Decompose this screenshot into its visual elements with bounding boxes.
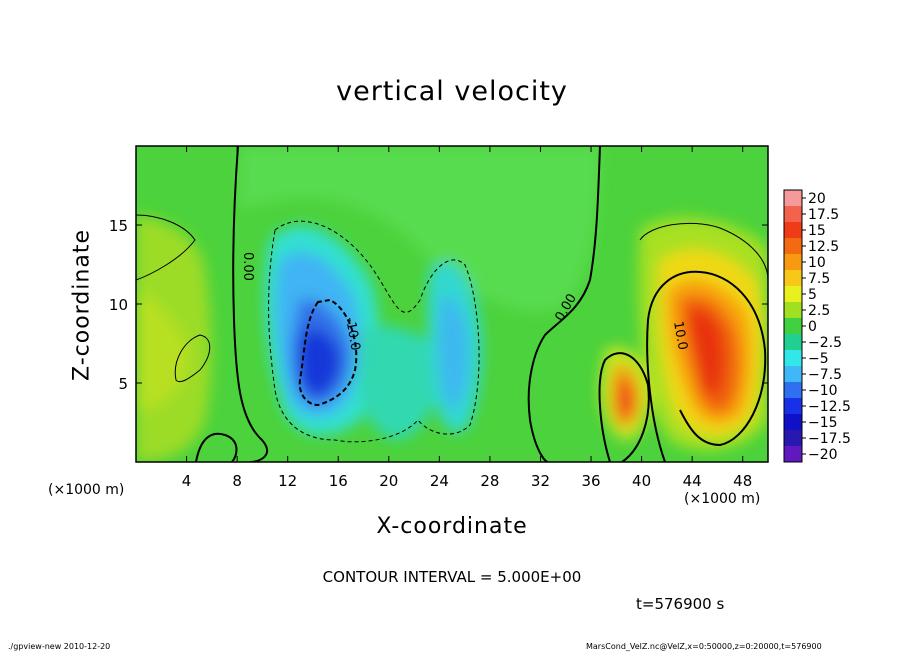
- x-tick-label: 36: [581, 472, 600, 490]
- y-axis-ticks: 5 10 15: [109, 217, 768, 393]
- y-tick-label: 5: [118, 375, 128, 393]
- colorbar-label: 15: [808, 223, 826, 239]
- colorbar-swatch: [784, 398, 802, 415]
- colorbar-swatch: [784, 382, 802, 399]
- colorbar-swatch: [784, 206, 802, 223]
- colorbar-label: 2.5: [808, 303, 830, 319]
- x-tick-label: 32: [531, 472, 550, 490]
- x-tick-label: 24: [430, 472, 449, 490]
- colorbar-label: 20: [808, 191, 826, 207]
- x-axis-label: X-coordinate: [376, 514, 528, 539]
- y-tick-label: 15: [109, 217, 128, 235]
- colorbar-label: 12.5: [808, 239, 839, 255]
- colorbar-swatch: [784, 302, 802, 319]
- colorbar-swatch: [784, 286, 802, 303]
- colorbar-label: 10: [808, 255, 826, 271]
- contour-lines: [136, 146, 768, 462]
- colorbar-swatch: [784, 222, 802, 239]
- colorbar-label: −5: [808, 351, 829, 367]
- x-tick-label: 4: [182, 472, 192, 490]
- contour-label-zero-left: 0.00: [240, 252, 255, 281]
- velocity-field: [136, 146, 768, 462]
- y-axis-label: Z-coordinate: [69, 229, 95, 381]
- colorbar-swatch: [784, 366, 802, 383]
- x-unit-note-left: (×1000 m): [48, 482, 125, 498]
- colorbar-label: 17.5: [808, 207, 839, 223]
- x-tick-label: 20: [379, 472, 398, 490]
- contour-label-pos-ten: 10.0: [670, 320, 690, 351]
- x-tick-label: 28: [480, 472, 499, 490]
- colorbar: 2017.51512.5107.552.50−2.5−5−7.5−10−12.5…: [783, 189, 851, 463]
- x-tick-label: 44: [683, 472, 702, 490]
- contour-interval-text: CONTOUR INTERVAL = 5.000E+00: [322, 568, 582, 586]
- x-tick-label: 48: [733, 472, 752, 490]
- colorbar-swatch: [784, 414, 802, 431]
- colorbar-label: −2.5: [808, 335, 842, 351]
- x-tick-label: 40: [632, 472, 651, 490]
- x-unit-note-right: (×1000 m): [684, 491, 761, 507]
- colorbar-label: −20: [808, 447, 838, 463]
- time-label: t=576900 s: [636, 595, 725, 613]
- contour-label-neg-ten: -10.0: [342, 316, 363, 352]
- plot-area: [136, 146, 768, 462]
- colorbar-swatch: [784, 270, 802, 287]
- colorbar-swatch: [784, 318, 802, 335]
- colorbar-label: 5: [808, 287, 817, 303]
- colorbar-swatch: [784, 254, 802, 271]
- colorbar-swatch: [784, 190, 802, 207]
- footer-left-text: ./gpview-new 2010-12-20: [8, 642, 111, 651]
- y-tick-label: 10: [109, 296, 128, 314]
- x-tick-label: 16: [329, 472, 348, 490]
- x-axis-ticks: 4 8 12 16 20 24 28 32 36 40 44 48: [182, 146, 752, 490]
- colorbar-swatch: [784, 350, 802, 367]
- chart-title: vertical velocity: [336, 76, 568, 107]
- x-tick-label: 8: [232, 472, 242, 490]
- colorbar-label: 7.5: [808, 271, 830, 287]
- colorbar-swatch: [784, 334, 802, 351]
- colorbar-swatch: [784, 430, 802, 447]
- colorbar-label: −12.5: [808, 399, 851, 415]
- colorbar-label: −10: [808, 383, 838, 399]
- x-tick-label: 12: [278, 472, 297, 490]
- footer-right-text: MarsCond_VelZ.nc@VelZ,x=0:50000,z=0:2000…: [586, 642, 822, 651]
- colorbar-swatch: [784, 446, 802, 463]
- colorbar-label: −15: [808, 415, 838, 431]
- colorbar-label: −17.5: [808, 431, 851, 447]
- colorbar-label: 0: [808, 319, 817, 335]
- colorbar-swatch: [784, 238, 802, 255]
- colorbar-label: −7.5: [808, 367, 842, 383]
